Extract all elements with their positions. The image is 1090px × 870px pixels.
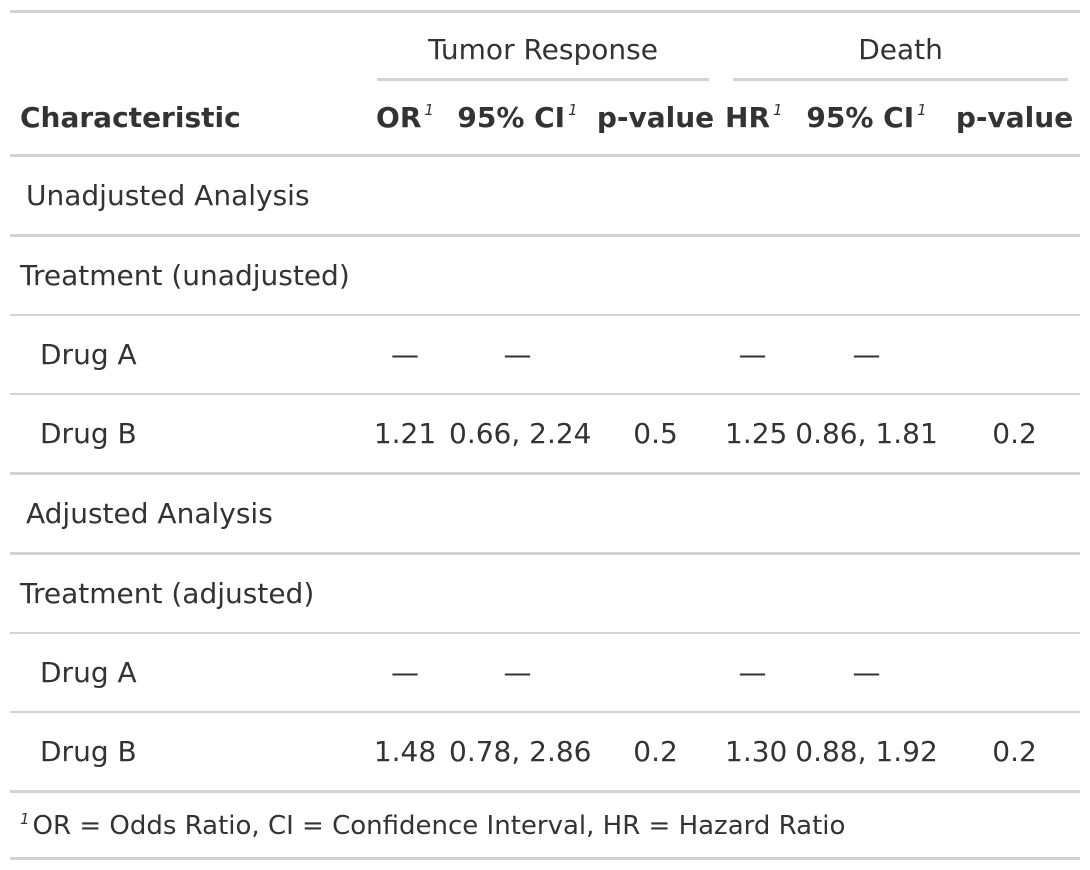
group-row-unadjusted: Unadjusted Analysis [10, 155, 1081, 237]
header-hr: HR 1 [721, 81, 785, 157]
spanner-empty-cell [10, 10, 365, 81]
table-row: Drug A — — — — [10, 633, 1081, 713]
empty-cell [949, 553, 1081, 634]
table-row: Drug B 1.48 0.78, 2.86 0.2 1.30 0.88, 1.… [10, 712, 1081, 793]
hr-cell: — [721, 633, 785, 713]
regression-table: Tumor Response Death Characteristic OR 1 … [10, 10, 1081, 860]
table-row: Drug B 1.21 0.66, 2.24 0.5 1.25 0.86, 1.… [10, 394, 1081, 475]
hr-cell: 1.25 [721, 394, 787, 475]
spanner-row: Tumor Response Death [10, 10, 1081, 81]
empty-cell [590, 553, 722, 634]
level-label: Drug A [10, 315, 365, 395]
ci-tumor-cell: 0.66, 2.24 [445, 394, 592, 475]
header-ci-death: 95% CI 1 [784, 81, 950, 157]
header-ci-death-label: 95% CI [806, 101, 915, 134]
ci-tumor-cell: 0.78, 2.86 [445, 712, 592, 793]
empty-cell [445, 235, 590, 316]
ci-death-cell: 0.88, 1.92 [784, 712, 950, 793]
table-body: Unadjusted Analysis Treatment (unadjuste… [10, 155, 1081, 793]
pvalue-death-cell [949, 633, 1081, 713]
regression-table-container: Tumor Response Death Characteristic OR 1 … [10, 10, 1081, 860]
pvalue-tumor-cell: 0.2 [590, 712, 722, 793]
footnote-mark: 1 [917, 101, 927, 119]
variable-row: Treatment (adjusted) [10, 553, 1081, 634]
spanner-death: Death [721, 10, 1081, 81]
pvalue-death-cell [949, 315, 1081, 395]
pvalue-tumor-cell: 0.5 [590, 394, 722, 475]
empty-cell [721, 553, 785, 634]
empty-cell [365, 553, 445, 634]
variable-row: Treatment (unadjusted) [10, 235, 1081, 316]
ci-tumor-cell: — [445, 633, 590, 713]
empty-cell [590, 235, 722, 316]
table-header: Tumor Response Death Characteristic OR 1 … [10, 10, 1081, 157]
group-label: Adjusted Analysis [10, 473, 1081, 555]
or-cell: — [365, 315, 445, 395]
level-label: Drug A [10, 633, 365, 713]
footnote-row: 1 OR = Odds Ratio, CI = Confidence Interv… [10, 791, 1081, 860]
empty-cell [445, 553, 590, 634]
pvalue-tumor-cell [590, 633, 722, 713]
header-ci-tumor-label: 95% CI [457, 101, 566, 134]
ci-death-cell: — [784, 633, 950, 713]
empty-cell [365, 235, 445, 316]
table-row: Drug A — — — — [10, 315, 1081, 395]
header-characteristic: Characteristic [10, 81, 365, 157]
header-ci-tumor: 95% CI 1 [445, 81, 590, 157]
header-or-label: OR [376, 101, 422, 134]
ci-death-cell: — [784, 315, 950, 395]
hr-cell: 1.30 [721, 712, 787, 793]
table-footer: 1 OR = Odds Ratio, CI = Confidence Interv… [10, 791, 1081, 860]
header-pvalue-death: p-value [949, 81, 1081, 157]
empty-cell [784, 235, 950, 316]
ci-tumor-cell: — [445, 315, 590, 395]
or-cell: 1.21 [365, 394, 445, 475]
pvalue-tumor-cell [590, 315, 722, 395]
column-header-row: Characteristic OR 1 95% CI 1 p-value HR 1 9… [10, 81, 1081, 157]
or-cell: — [365, 633, 445, 713]
pvalue-death-cell: 0.2 [949, 394, 1081, 475]
footnote-text: OR = Odds Ratio, CI = Confidence Interva… [32, 810, 846, 841]
empty-cell [784, 553, 950, 634]
group-row-adjusted: Adjusted Analysis [10, 473, 1081, 555]
variable-label: Treatment (unadjusted) [10, 235, 365, 316]
spanner-death-label: Death [733, 33, 1069, 81]
footnote: 1 OR = Odds Ratio, CI = Confidence Interv… [10, 791, 1081, 860]
level-label: Drug B [10, 712, 365, 793]
footnote-mark: 1 [568, 101, 578, 119]
empty-cell [949, 235, 1081, 316]
pvalue-death-cell: 0.2 [949, 712, 1081, 793]
or-cell: 1.48 [365, 712, 445, 793]
ci-death-cell: 0.86, 1.81 [784, 394, 950, 475]
hr-cell: — [721, 315, 785, 395]
level-label: Drug B [10, 394, 365, 475]
footnote-mark: 1 [424, 101, 434, 119]
empty-cell [721, 235, 785, 316]
footnote-mark: 1 [20, 809, 30, 828]
spanner-tumor-label: Tumor Response [377, 33, 710, 81]
footnote-mark: 1 [773, 101, 783, 119]
header-hr-label: HR [725, 101, 771, 134]
header-or: OR 1 [365, 81, 445, 157]
header-pvalue-tumor: p-value [590, 81, 722, 157]
spanner-tumor-response: Tumor Response [365, 10, 722, 81]
variable-label: Treatment (adjusted) [10, 553, 365, 634]
group-label: Unadjusted Analysis [10, 155, 1081, 237]
